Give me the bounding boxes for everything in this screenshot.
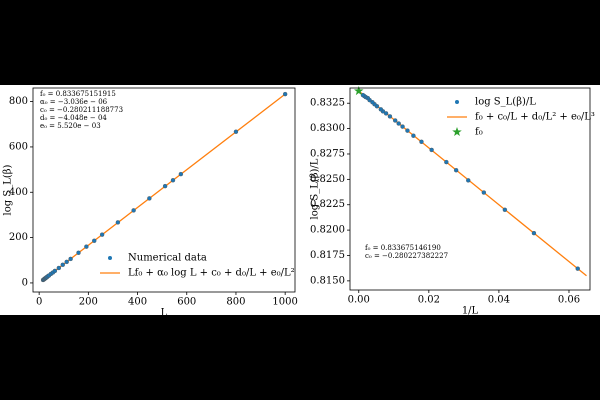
point — [444, 159, 449, 165]
point — [282, 91, 288, 97]
point — [92, 238, 97, 243]
legend-swatch — [455, 100, 459, 104]
annotation: f₀ = 0.833675146190 — [365, 244, 441, 252]
x-tick-label: 600 — [177, 297, 196, 308]
point — [387, 114, 393, 119]
point — [131, 208, 136, 213]
point — [360, 92, 366, 98]
annotation: c₀ = −0.280227382227 — [365, 252, 448, 260]
y-tick-label: 800 — [9, 96, 28, 107]
legend-swatch — [452, 127, 462, 137]
y-tick-label: 0.8275 — [310, 148, 345, 159]
y-tick-label: 0.8325 — [310, 98, 345, 109]
point — [405, 128, 410, 133]
point — [76, 250, 81, 255]
annotation: α₀ = −3.036e − 06 — [40, 98, 108, 106]
y-tick-label: 0.8150 — [310, 275, 345, 286]
legend-label: f₀ + c₀/L + d₀/L² + e₀/L³ — [475, 112, 595, 123]
point — [575, 266, 580, 271]
point — [429, 147, 434, 153]
y-axis-label: log S_L(β)/L — [310, 158, 321, 219]
x-tick-label: 0.02 — [418, 295, 440, 306]
annotation: f₀ = 0.833675151915 — [40, 90, 116, 98]
y-tick-label: 400 — [9, 187, 28, 198]
point — [531, 230, 537, 236]
x-tick-label: 200 — [79, 297, 98, 308]
legend-label: f₀ — [475, 127, 483, 138]
x-tick-label: 0.00 — [348, 295, 370, 306]
point — [453, 168, 459, 173]
x-axis-label: L — [161, 308, 168, 319]
annotation: d₀ = −4.048e − 04 — [40, 114, 107, 122]
point — [392, 118, 398, 123]
figure-area — [0, 85, 600, 315]
star-marker — [354, 86, 364, 96]
x-tick-label: 0 — [36, 297, 42, 308]
point — [56, 265, 62, 271]
y-tick-label: 0.8225 — [310, 199, 345, 210]
point — [411, 133, 416, 138]
y-tick-label: 0.8300 — [310, 123, 345, 134]
point — [99, 232, 105, 237]
point — [502, 207, 508, 213]
annotation: c₀ = −0.280211188773 — [40, 106, 123, 114]
y-tick-label: 0 — [22, 277, 28, 288]
point — [64, 259, 69, 265]
legend-swatch — [108, 256, 112, 260]
axes-frame — [32, 87, 296, 293]
x-tick-label: 800 — [226, 297, 245, 308]
axes-frame — [349, 87, 591, 291]
point — [147, 196, 152, 201]
y-tick-label: 0.8200 — [310, 225, 345, 236]
point — [233, 129, 239, 134]
point — [162, 183, 168, 189]
y-tick-label: 0.8175 — [310, 250, 345, 261]
point — [170, 178, 176, 183]
point — [466, 178, 471, 183]
point — [378, 107, 384, 112]
legend-label: Lf₀ + α₀ log L + c₀ + d₀/L + e₀/L² — [128, 268, 295, 279]
legend-label: log S_L(β)/L — [475, 97, 536, 108]
x-tick-label: 400 — [128, 297, 147, 308]
y-axis-label: log S_L(β) — [3, 164, 14, 215]
point — [84, 244, 89, 249]
point — [400, 124, 405, 129]
x-tick-label: 0.04 — [488, 295, 510, 306]
point — [115, 220, 121, 225]
point — [178, 171, 184, 177]
point — [383, 111, 389, 116]
y-tick-label: 600 — [9, 141, 28, 152]
x-tick-label: 1000 — [272, 297, 297, 308]
y-tick-label: 0.8250 — [310, 174, 345, 185]
x-axis-label: 1/L — [462, 306, 479, 317]
legend-label: Numerical data — [128, 253, 207, 264]
point — [396, 121, 401, 126]
point — [481, 190, 487, 195]
x-tick-label: 0.06 — [558, 295, 580, 306]
y-tick-label: 200 — [9, 232, 28, 243]
point — [60, 262, 65, 267]
point — [52, 268, 58, 274]
point — [68, 256, 73, 262]
point — [419, 139, 424, 144]
annotation: e₀ = 5.520e − 03 — [40, 122, 101, 130]
